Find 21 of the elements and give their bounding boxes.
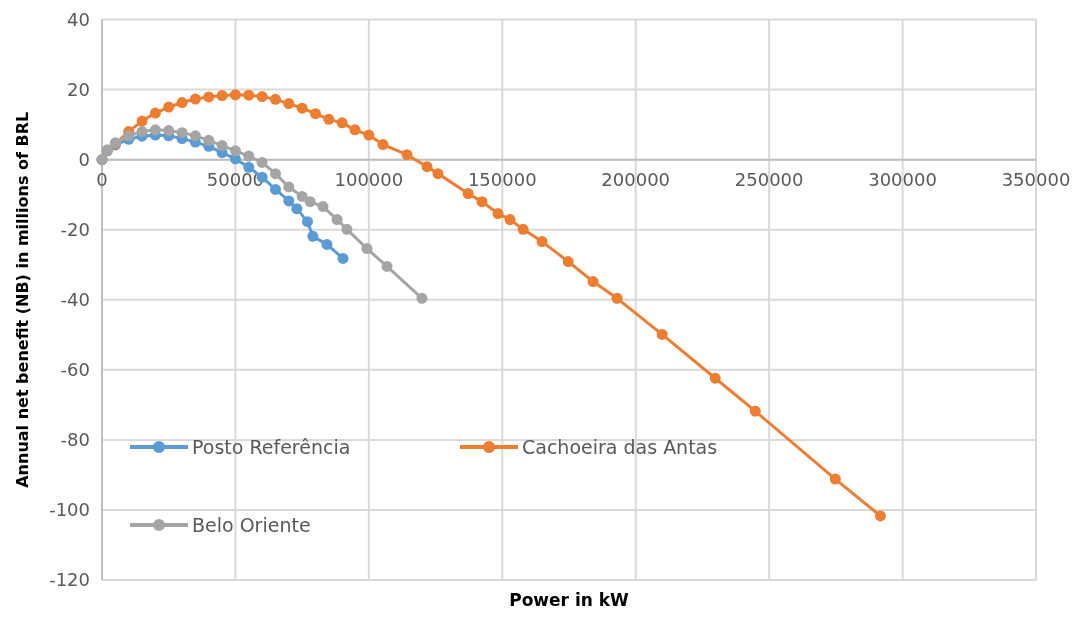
x-tick-label: 100000 — [334, 168, 404, 190]
legend-label: Cachoeira das Antas — [522, 435, 718, 458]
x-tick-label: 350000 — [1001, 168, 1071, 190]
x-tick-label: 0 — [96, 168, 108, 190]
y-tick-label: -80 — [60, 429, 90, 451]
y-tick-label: -120 — [49, 569, 90, 591]
x-tick-label: 250000 — [734, 168, 804, 190]
y-tick-label: 20 — [67, 78, 90, 100]
y-tick-label: -40 — [60, 289, 90, 311]
y-tick-label: -60 — [60, 359, 90, 381]
y-axis-title: Annual net benefit (NB) in millions of BRL — [13, 111, 32, 488]
x-tick-label: 300000 — [868, 168, 937, 190]
x-tick-label: 200000 — [601, 168, 671, 190]
x-axis-title: Power in kW — [509, 590, 630, 610]
y-tick-label: -100 — [49, 499, 90, 521]
x-tick-label: 150000 — [467, 168, 537, 190]
y-tick-label: 40 — [67, 8, 90, 30]
legend-label: Belo Oriente — [192, 513, 311, 536]
legend-label: Posto Referência — [192, 435, 351, 458]
y-tick-label: -20 — [60, 218, 90, 240]
y-tick-label: 0 — [78, 148, 90, 170]
